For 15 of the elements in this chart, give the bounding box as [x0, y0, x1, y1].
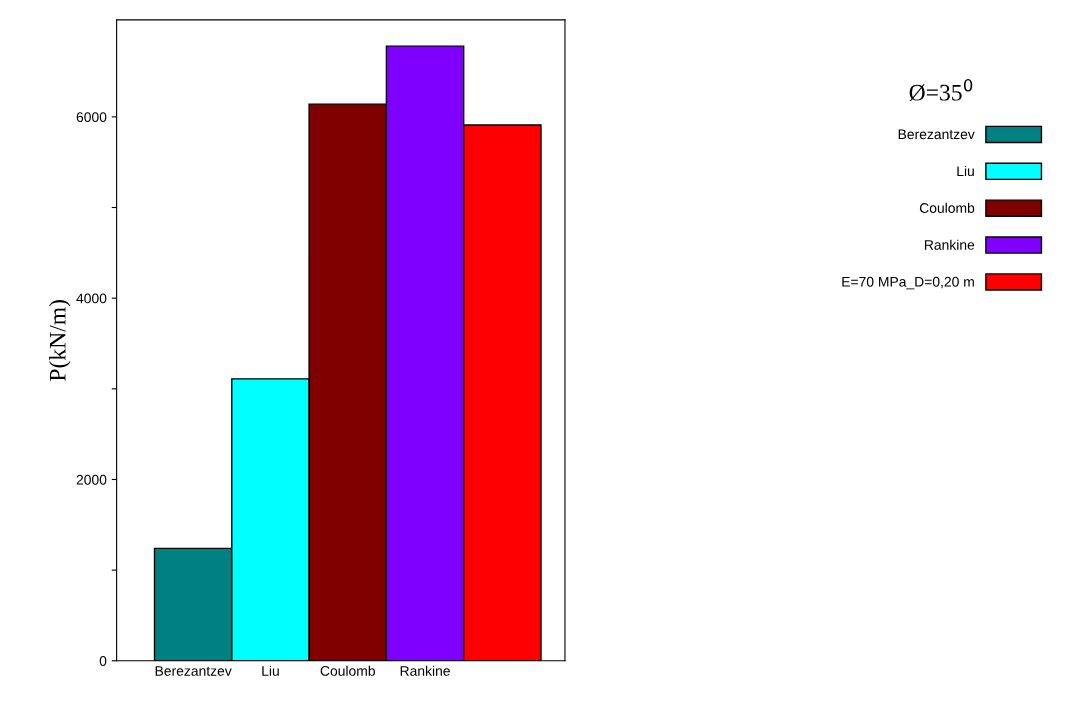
y-tick-label: 4000 [76, 293, 107, 304]
x-tick-label: Berezantzev [155, 666, 232, 676]
x-tick-label: Liu [262, 665, 279, 676]
y-axis-title: P(kN/m) [49, 300, 71, 381]
y-tick-label: 6000 [76, 112, 107, 123]
legend-label: Rankine [924, 239, 975, 250]
legend-label: Coulomb [919, 202, 975, 213]
legend-label: E=70 MPa_D=0,20 m [842, 276, 974, 290]
legend-label: Berezantzev [898, 129, 975, 140]
legend-title: Ø=35$^{0}$ [909, 79, 973, 102]
x-tick-label: Coulomb [320, 665, 375, 676]
legend-label: Liu [957, 165, 974, 177]
y-tick-label: 2000 [76, 474, 107, 485]
x-tick-label: Rankine [400, 665, 450, 676]
y-tick-label: 0 [99, 656, 107, 666]
